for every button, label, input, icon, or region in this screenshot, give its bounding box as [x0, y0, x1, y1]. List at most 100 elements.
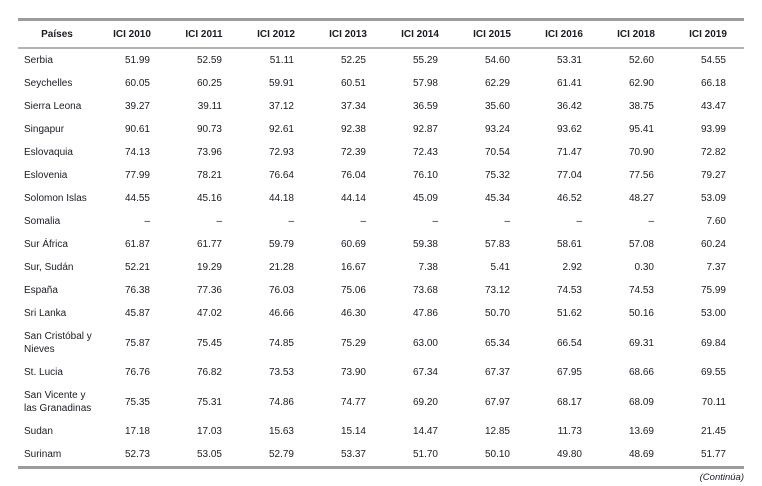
cell-value: 76.64: [268, 170, 294, 181]
table-row: Sur África 61.87 61.77 59.79 60.69 59.38 57.8…: [18, 233, 744, 256]
table-row: Sierra Leona 39.27 39.11 37.12 37.34 36.59 35…: [18, 95, 744, 118]
column-header-ici-2015: ICI 2015: [456, 18, 528, 49]
cell-value: 60.25: [196, 78, 222, 89]
cell-value: 71.47: [556, 147, 582, 158]
cell-country: Sierra Leona: [24, 101, 82, 112]
cell-value: 47.86: [412, 308, 438, 319]
cell-country: Solomon Islas: [24, 193, 87, 204]
cell-value: 69.55: [700, 367, 726, 378]
cell-value: 92.38: [340, 124, 366, 135]
cell-value: 60.24: [700, 239, 726, 250]
cell-value: 68.09: [628, 396, 654, 408]
cell-value: 13.69: [628, 426, 654, 437]
cell-value: 75.87: [124, 337, 150, 349]
cell-value: 46.66: [268, 308, 294, 319]
cell-country: Sur, Sudán: [24, 262, 74, 273]
cell-country: Surinam: [18, 443, 96, 469]
cell-value: 15.14: [340, 426, 366, 437]
column-header-ici-2013: ICI 2013: [312, 18, 384, 49]
cell-value: 7.37: [706, 262, 726, 273]
cell-value: 63.00: [412, 337, 438, 349]
cell-value: 52.79: [240, 443, 312, 469]
cell-value: 48.27: [628, 193, 654, 204]
cell-value: 53.05: [168, 443, 240, 469]
cell-value: 74.53: [556, 285, 582, 296]
cell-country: Sri Lanka: [24, 308, 67, 319]
cell-value: 62.29: [484, 78, 510, 89]
cell-value: 73.53: [268, 367, 294, 378]
cell-value: 95.41: [628, 124, 654, 135]
cell-country: St. Lucia: [24, 367, 63, 378]
cell-value: 76.38: [124, 285, 150, 296]
table-row: Sur, Sudán 52.21 19.29 21.28 16.67 7.38 5.41 2…: [18, 256, 744, 279]
table-row: Eslovaquia 74.13 73.96 72.93 72.39 72.43 70.5…: [18, 141, 744, 164]
cell-value: 51.77: [672, 443, 744, 469]
column-header-ici-2018: ICI 2018: [600, 18, 672, 49]
cell-value: 52.25: [340, 55, 366, 66]
cell-value: 51.62: [556, 308, 582, 319]
cell-value: 44.18: [268, 193, 294, 204]
cell-value: 11.73: [557, 426, 582, 437]
cell-value: 51.70: [384, 443, 456, 469]
cell-value: 51.99: [124, 55, 150, 66]
cell-value: 74.13: [124, 147, 150, 158]
cell-country: San Cristóbal y Nieves: [24, 331, 92, 355]
table-row: Solomon Islas 44.55 45.16 44.18 44.14 45.09 4…: [18, 187, 744, 210]
cell-value: 76.03: [268, 285, 294, 296]
cell-country: España: [24, 285, 58, 296]
cell-value: 75.32: [484, 170, 510, 181]
cell-value: 75.99: [700, 285, 726, 296]
cell-country: Seychelles: [24, 78, 73, 89]
cell-value: 90.61: [124, 124, 150, 135]
cell-value: 7.38: [418, 262, 438, 273]
cell-value: 12.85: [484, 426, 510, 437]
cell-value: 59.38: [412, 239, 438, 250]
cell-value: 44.55: [124, 193, 150, 204]
cell-value: 44.14: [340, 193, 366, 204]
cell-value: 52.73: [96, 443, 168, 469]
cell-value: 66.18: [700, 78, 726, 89]
cell-value: 73.96: [196, 147, 222, 158]
column-header-ici-2014: ICI 2014: [384, 18, 456, 49]
table-header: Países ICI 2010 ICI 2011 ICI 2012 ICI 20…: [18, 18, 744, 49]
cell-value: 57.98: [412, 78, 438, 89]
cell-value: 72.39: [340, 147, 366, 158]
cell-value: 45.09: [412, 193, 438, 204]
cell-value: 69.84: [700, 337, 726, 349]
cell-value: 92.87: [412, 124, 438, 135]
cell-value: 51.11: [269, 55, 294, 66]
column-header-ici-2012: ICI 2012: [240, 18, 312, 49]
cell-value: 55.29: [412, 55, 438, 66]
continuation-note: (Continúa): [699, 472, 744, 483]
cell-value: 15.63: [268, 426, 294, 437]
cell-value: 75.29: [340, 337, 366, 349]
cell-value: 78.21: [196, 170, 222, 181]
cell-value: 45.87: [124, 308, 150, 319]
ici-table-container: Países ICI 2010 ICI 2011 ICI 2012 ICI 20…: [18, 18, 745, 483]
cell-value: 57.08: [628, 239, 654, 250]
cell-value: 46.52: [556, 193, 582, 204]
cell-country: San Vicente y las Granadinas: [24, 390, 92, 414]
table-row: San Cristóbal y Nieves 75.87 75.45 74.85 75…: [18, 325, 744, 361]
cell-country: Eslovenia: [24, 170, 68, 181]
column-header-paises: Países: [18, 18, 96, 49]
cell-country: Serbia: [24, 55, 53, 66]
cell-value: 76.04: [340, 170, 366, 181]
cell-value: 74.77: [340, 396, 366, 408]
table-row: Somalia – – – – – – – – 7.60: [18, 210, 744, 233]
cell-value: –: [360, 216, 366, 227]
cell-value: 67.97: [484, 396, 510, 408]
cell-value: 37.34: [340, 101, 366, 112]
ici-table: Países ICI 2010 ICI 2011 ICI 2012 ICI 20…: [18, 18, 744, 469]
table-body: Serbia 51.99 52.59 51.11 52.25 55.29 54.60 53.…: [18, 48, 744, 469]
cell-value: 5.41: [490, 262, 510, 273]
table-row: San Vicente y las Granadinas 75.35 75.31 7…: [18, 384, 744, 420]
cell-value: 73.68: [412, 285, 438, 296]
cell-value: 17.03: [196, 426, 222, 437]
cell-value: 35.60: [484, 101, 510, 112]
cell-value: 67.95: [556, 367, 582, 378]
cell-value: 72.82: [700, 147, 726, 158]
cell-value: 50.70: [484, 308, 510, 319]
cell-value: 36.42: [556, 101, 582, 112]
